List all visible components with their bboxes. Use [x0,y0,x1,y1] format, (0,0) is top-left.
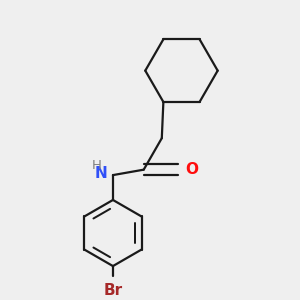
Text: Br: Br [103,284,122,298]
Text: N: N [94,166,107,181]
Text: H: H [92,159,102,172]
Text: O: O [185,162,198,177]
